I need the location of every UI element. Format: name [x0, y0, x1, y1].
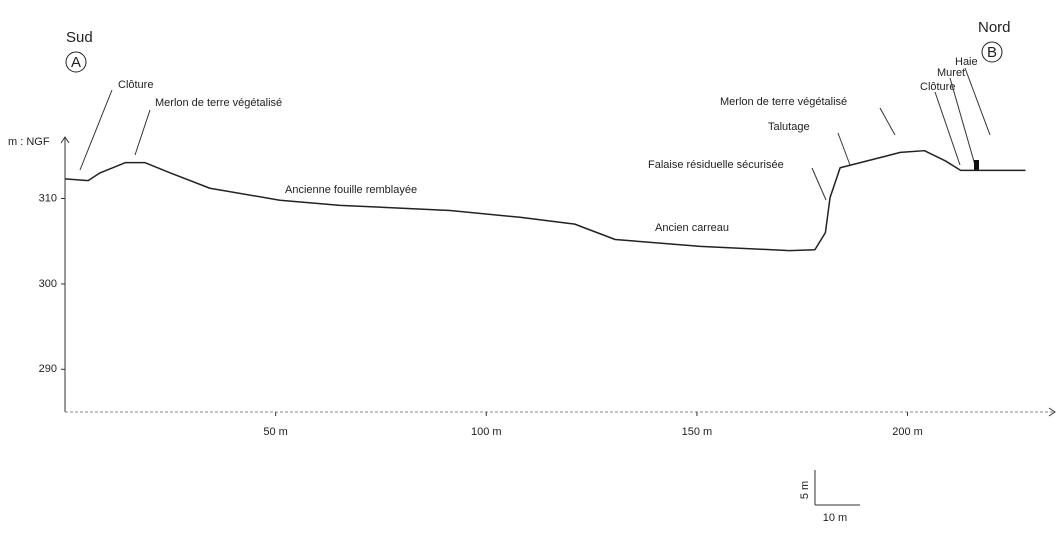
annotation-arrow [80, 90, 112, 170]
annotation: Haie [955, 56, 978, 68]
annotation: Clôture [118, 79, 153, 91]
x-tick-label: 50 m [263, 426, 287, 438]
annotation: Falaise résiduelle sécurisée [648, 159, 784, 171]
terrain-profile [65, 151, 1026, 251]
annotation-arrow [880, 108, 895, 135]
scale-label: 10 m [823, 512, 847, 524]
x-tick-label: 150 m [682, 426, 713, 438]
x-tick-label: 100 m [471, 426, 502, 438]
annotation-arrow [935, 92, 960, 165]
annotation: Clôture [920, 81, 955, 93]
y-axis-label: m : NGF [8, 136, 50, 148]
annotation-arrow [838, 133, 850, 165]
annotation: Ancien carreau [655, 222, 729, 234]
y-tick-label: 290 [39, 363, 57, 375]
muret [974, 160, 979, 170]
annotation: Merlon de terre végétalisé [720, 96, 847, 108]
annotation-arrow [135, 110, 150, 155]
north-label: Nord [978, 19, 1011, 36]
south-label: Sud [66, 29, 93, 46]
y-tick-label: 300 [39, 278, 57, 290]
annotation-arrow [950, 78, 975, 165]
annotation-arrow [965, 68, 990, 135]
scale-label: 5 m [799, 481, 811, 499]
north-marker: B [987, 44, 997, 61]
chart: Sud A Nord B m : NGF Clôture Merlon de t… [0, 0, 1060, 534]
annotation: Talutage [768, 121, 810, 133]
annotation-arrow [812, 168, 826, 200]
annotation: Ancienne fouille remblayée [285, 184, 417, 196]
x-tick-label: 200 m [892, 426, 923, 438]
annotation: Merlon de terre végétalisé [155, 97, 282, 109]
south-marker: A [71, 54, 81, 71]
annotation: Muret [937, 67, 965, 79]
y-tick-label: 310 [39, 192, 57, 204]
